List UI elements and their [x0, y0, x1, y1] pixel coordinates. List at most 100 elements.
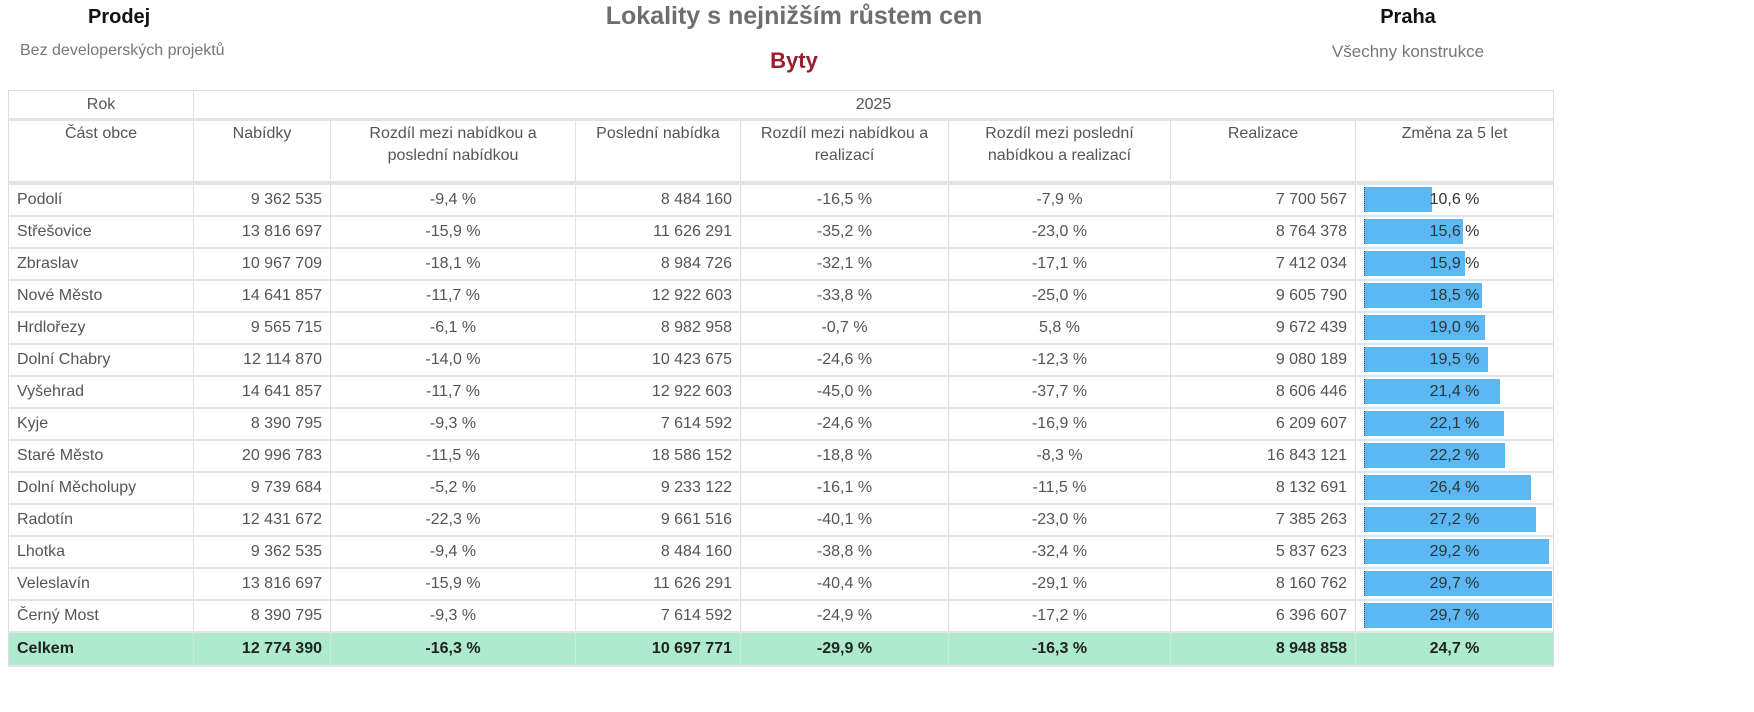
year-label: Rok [9, 91, 194, 118]
cell-change-5y: 22,2 % [1356, 441, 1553, 471]
cell-last-offer: 12 922 603 [576, 281, 741, 311]
cell-diff-last-realization: -25,0 % [949, 281, 1171, 311]
cell-diff-offer-last: -9,3 % [331, 409, 576, 439]
construction-filter-label: Všechny konstrukce [1331, 42, 1485, 61]
cell-change-5y: 18,5 % [1356, 281, 1553, 311]
cell-last-offer: 11 626 291 [576, 569, 741, 599]
header-diff-offer-realization[interactable]: Rozdíl mezi nabídkou a realizací [741, 121, 949, 181]
cell-change-5y: 29,2 % [1356, 537, 1553, 567]
cell-diff-offer-realization: -24,6 % [741, 409, 949, 439]
cell-diff-last-realization: -32,4 % [949, 537, 1171, 567]
property-type-label: Byty [770, 48, 818, 73]
cell-offers: 12 431 672 [194, 505, 331, 535]
header-offers[interactable]: Nabídky [194, 121, 331, 181]
cell-diff-last-realization: -29,1 % [949, 569, 1171, 599]
cell-last-offer: 7 614 592 [576, 601, 741, 631]
cell-realization: 8 132 691 [1171, 473, 1356, 503]
cell-diff-last-realization: -16,3 % [949, 633, 1171, 665]
header-last-offer[interactable]: Poslední nabídka [576, 121, 741, 181]
cell-diff-offer-realization: -32,1 % [741, 249, 949, 279]
table-row: Nové Město 14 641 857 -11,7 % 12 922 603 -33… [9, 281, 1553, 313]
cell-offers: 12 774 390 [194, 633, 331, 665]
cell-district: Zbraslav [9, 249, 194, 279]
cell-diff-offer-last: -5,2 % [331, 473, 576, 503]
cell-district: Vyšehrad [9, 377, 194, 407]
header-district[interactable]: Část obce [9, 121, 194, 181]
total-row: Celkem 12 774 390 -16,3 % 10 697 771 -29,9 %… [9, 633, 1553, 667]
cell-realization: 6 396 607 [1171, 601, 1356, 631]
cell-last-offer: 18 586 152 [576, 441, 741, 471]
table-row: Vyšehrad 14 641 857 -11,7 % 12 922 603 -45,0… [9, 377, 1553, 409]
cell-diff-offer-last: -9,3 % [331, 601, 576, 631]
cell-change-5y: 29,7 % [1356, 569, 1553, 599]
cell-district: Veleslavín [9, 569, 194, 599]
cell-diff-last-realization: -11,5 % [949, 473, 1171, 503]
change-label: 18,5 % [1429, 287, 1480, 304]
change-bar [1364, 283, 1482, 308]
cell-offers: 10 967 709 [194, 249, 331, 279]
cell-district: Staré Město [9, 441, 194, 471]
cell-realization: 8 606 446 [1171, 377, 1356, 407]
table-row: Zbraslav 10 967 709 -18,1 % 8 984 726 -32,1 … [9, 249, 1553, 281]
change-bar [1364, 411, 1505, 436]
cell-last-offer: 8 484 160 [576, 537, 741, 567]
cell-realization: 16 843 121 [1171, 441, 1356, 471]
cell-offers: 9 565 715 [194, 313, 331, 343]
header-diff-last-realization[interactable]: Rozdíl mezi poslední nabídkou a realizac… [949, 121, 1171, 181]
cell-diff-offer-realization: -40,4 % [741, 569, 949, 599]
cell-change-5y: 27,2 % [1356, 505, 1553, 535]
cell-district: Podolí [9, 185, 194, 215]
cell-diff-offer-realization: -45,0 % [741, 377, 949, 407]
change-bar [1364, 603, 1553, 628]
change-label: 22,2 % [1429, 447, 1480, 464]
cell-diff-offer-realization: -16,5 % [741, 185, 949, 215]
table-row: Podolí 9 362 535 -9,4 % 8 484 160 -16,5 % -7,… [9, 185, 1553, 217]
change-label: 29,7 % [1429, 575, 1480, 592]
change-label: 29,2 % [1429, 543, 1480, 560]
change-bar [1364, 315, 1485, 340]
change-bar [1364, 379, 1500, 404]
cell-diff-offer-realization: -16,1 % [741, 473, 949, 503]
cell-diff-offer-last: -16,3 % [331, 633, 576, 665]
cell-diff-offer-last: -6,1 % [331, 313, 576, 343]
table-row: Hrdlořezy 9 565 715 -6,1 % 8 982 958 -0,7 % 5… [9, 313, 1553, 345]
table-row: Dolní Měcholupy 9 739 684 -5,2 % 9 233 122-… [9, 473, 1553, 505]
cell-realization: 9 672 439 [1171, 313, 1356, 343]
cell-diff-last-realization: -12,3 % [949, 345, 1171, 375]
cell-offers: 8 390 795 [194, 409, 331, 439]
change-bar [1364, 187, 1432, 212]
city-label: Praha [1380, 6, 1436, 28]
cell-district: Kyje [9, 409, 194, 439]
cell-diff-offer-realization: -0,7 % [741, 313, 949, 343]
change-label: 21,4 % [1429, 383, 1480, 400]
cell-diff-offer-last: -15,9 % [331, 569, 576, 599]
change-label: 29,7 % [1429, 607, 1480, 624]
cell-diff-offer-last: -9,4 % [331, 537, 576, 567]
cell-diff-offer-last: -11,5 % [331, 441, 576, 471]
cell-diff-offer-realization: -38,8 % [741, 537, 949, 567]
cell-realization: 7 412 034 [1171, 249, 1356, 279]
cell-diff-last-realization: -23,0 % [949, 505, 1171, 535]
cell-offers: 9 362 535 [194, 537, 331, 567]
header-realization[interactable]: Realizace [1171, 121, 1356, 181]
cell-realization: 9 080 189 [1171, 345, 1356, 375]
data-table: Rok 2025 Část obce Nabídky Rozdíl mezi nab… [8, 90, 1554, 667]
cell-offers: 13 816 697 [194, 217, 331, 247]
header-diff-offer-last[interactable]: Rozdíl mezi nabídkou a poslední nabídkou [331, 121, 576, 181]
change-label: 22,1 % [1429, 415, 1480, 432]
table-row: Lhotka 9 362 535 -9,4 % 8 484 160 -38,8 % -32… [9, 537, 1553, 569]
table-row: Radotín 12 431 672 -22,3 % 9 661 516 -40,1 %… [9, 505, 1553, 537]
cell-offers: 9 739 684 [194, 473, 331, 503]
cell-realization: 8 948 858 [1171, 633, 1356, 665]
cell-diff-offer-realization: -24,6 % [741, 345, 949, 375]
change-bar [1364, 507, 1537, 532]
cell-diff-last-realization: -7,9 % [949, 185, 1171, 215]
change-label: 26,4 % [1429, 479, 1480, 496]
cell-diff-offer-last: -22,3 % [331, 505, 576, 535]
cell-offers: 13 816 697 [194, 569, 331, 599]
cell-change-5y: 29,7 % [1356, 601, 1553, 631]
cell-change-5y: 21,4 % [1356, 377, 1553, 407]
cell-last-offer: 12 922 603 [576, 377, 741, 407]
header-change-5y[interactable]: Změna za 5 let [1401, 125, 1508, 142]
cell-diff-offer-last: -18,1 % [331, 249, 576, 279]
